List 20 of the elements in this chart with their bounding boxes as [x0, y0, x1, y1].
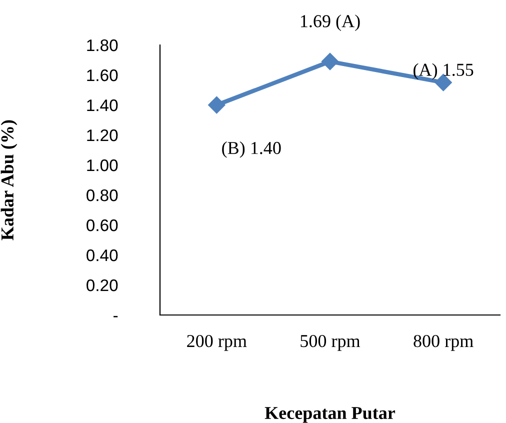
- point: [208, 96, 226, 114]
- y-tick-label: 1.20: [87, 129, 118, 142]
- y-axis-title: Kadar Abu (%): [0, 120, 18, 240]
- x-tick-label: 800 rpm: [414, 334, 474, 351]
- y-tick-label: 1.40: [87, 99, 118, 112]
- annotation: (B) 1.40: [222, 141, 281, 158]
- x-tick-label: 500 rpm: [300, 334, 360, 351]
- x-tick-label: 200 rpm: [187, 334, 247, 351]
- y-tick-label: 1.60: [87, 69, 118, 82]
- y-tick-label: 0.60: [86, 219, 118, 232]
- annotation: (A) 1.55: [414, 63, 474, 80]
- point: [321, 52, 339, 70]
- y-tick-label: 1.80: [87, 39, 118, 52]
- annotation: 1.69 (A): [301, 14, 360, 31]
- y-tick-label: 1.00: [87, 159, 118, 172]
- y-tick-label: 0.40: [86, 249, 118, 262]
- y-tick-label: 0.80: [86, 189, 118, 202]
- y-tick-label: 0.20: [86, 279, 118, 292]
- y-tick-label: -: [114, 316, 118, 318]
- x-axis-title: Kecepatan Putar: [264, 407, 396, 423]
